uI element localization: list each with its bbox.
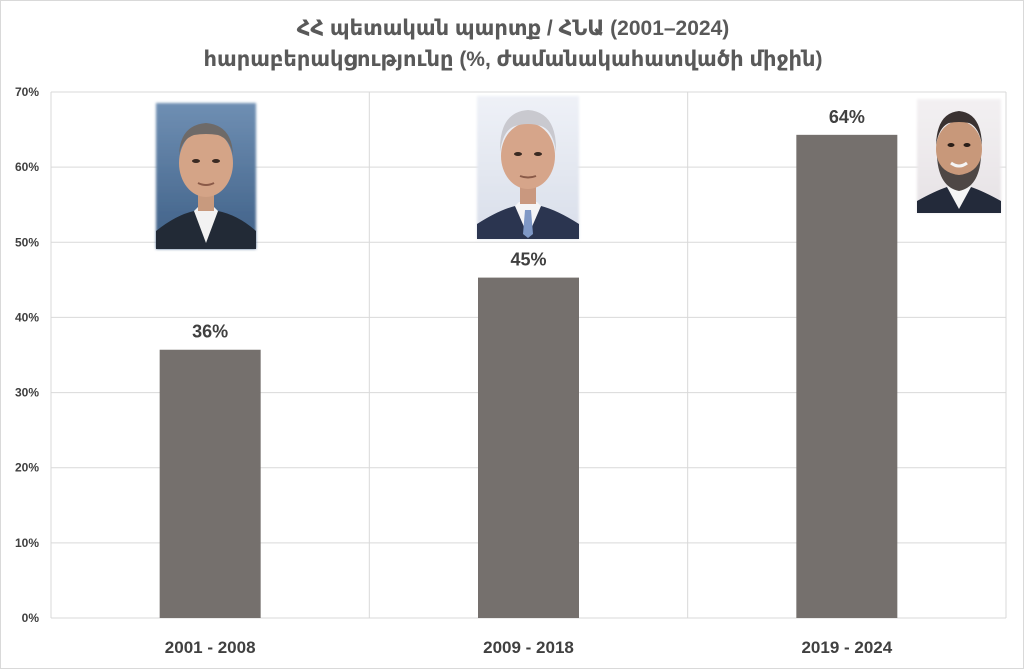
x-category-label: 2009 - 2018 [483,638,574,657]
y-tick-label: 10% [15,536,39,550]
y-tick-label: 40% [15,310,39,324]
y-tick-label: 0% [22,611,40,625]
portrait-2-icon [477,96,579,239]
y-tick-label: 70% [15,85,39,99]
bars [159,134,898,618]
bar-value-label: 64% [829,107,865,127]
bar [478,277,579,618]
y-tick-label: 20% [15,461,39,475]
bar-value-label: 45% [510,250,546,270]
portrait-3-icon [917,99,1001,213]
chart-subtitle: հարաբերակցությունը (%, ժամանակահատվածի մ… [204,48,823,71]
y-axis-ticks: 0% 10% 20% 30% 40% 50% 60% 70% [15,85,39,625]
bar [796,134,898,618]
x-axis-categories: 2001 - 2008 2009 - 2018 2019 - 2024 [165,638,893,657]
y-tick-label: 60% [15,160,39,174]
bar [159,349,261,618]
x-category-label: 2001 - 2008 [165,638,256,657]
y-tick-label: 30% [15,386,39,400]
x-category-label: 2019 - 2024 [801,638,892,657]
bar-value-label: 36% [192,322,228,342]
y-tick-label: 50% [15,235,39,249]
chart-title: ՀՀ պետական պարտք / ՀՆԱ (2001–2024) [297,17,730,40]
value-labels: 36% 45% 64% [192,107,865,342]
portrait-1-icon [156,103,256,249]
